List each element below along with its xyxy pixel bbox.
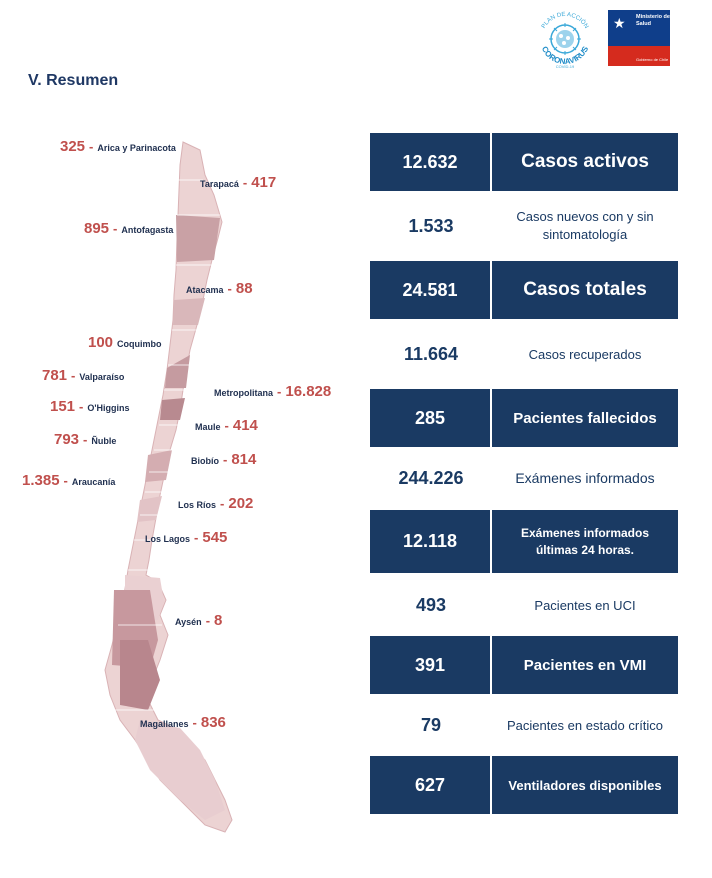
stat-casos-nuevos: 1.533 Casos nuevos con y sin sintomatolo… xyxy=(370,197,678,255)
region-ohiggins: 151- O'Higgins xyxy=(50,398,130,415)
stat-label: Casos totales xyxy=(492,261,678,319)
stat-pacientes-vmi: 391 Pacientes en VMI xyxy=(370,636,678,694)
stat-value: 79 xyxy=(420,714,442,735)
stat-label: Pacientes fallecidos xyxy=(492,389,678,447)
region-aysen: Aysén -8 xyxy=(175,612,223,629)
region-atacama: Atacama -88 xyxy=(186,280,253,297)
region-biobio: Biobío -814 xyxy=(191,451,257,468)
star-icon: ★ xyxy=(613,15,626,31)
stat-value: 1.533 xyxy=(408,215,454,236)
region-los-lagos: Los Lagos -545 xyxy=(145,529,228,546)
region-metropolitana: Metropolitana -16.828 xyxy=(214,383,332,400)
chile-map-shape xyxy=(104,141,233,833)
page-title: V. Resumen xyxy=(28,72,119,89)
stat-casos-totales: 24.581 Casos totales xyxy=(370,261,678,319)
stat-examenes-informados: 244.226 Exámenes informados xyxy=(370,450,678,506)
region-arica: 325- Arica y Parinacota xyxy=(60,138,176,155)
region-los-rios: Los Ríos -202 xyxy=(178,495,254,512)
region-maule: Maule -414 xyxy=(195,417,258,434)
stat-ventiladores-disponibles: 627 Ventiladores disponibles xyxy=(370,756,678,814)
stat-label: Exámenes informados últimas 24 horas. xyxy=(492,510,678,573)
stat-value: 24.581 xyxy=(370,261,490,319)
stat-value: 493 xyxy=(415,594,447,615)
stat-pacientes-fallecidos: 285 Pacientes fallecidos xyxy=(370,389,678,447)
region-coquimbo-shape xyxy=(165,355,190,388)
stat-label: Exámenes informados xyxy=(515,470,655,486)
chile-region-map: 325- Arica y Parinacota Tarapacá -417 895-… xyxy=(0,120,360,840)
stat-value: 11.664 xyxy=(403,343,459,364)
stat-label: Casos nuevos con y sin sintomatología xyxy=(516,209,654,242)
stat-label: Casos activos xyxy=(492,133,678,191)
svg-text:PLAN DE ACCIÓN: PLAN DE ACCIÓN xyxy=(541,12,589,30)
stat-label: Casos recuperados xyxy=(528,346,642,362)
stat-label: Pacientes en UCI xyxy=(534,597,636,613)
stat-value: 244.226 xyxy=(398,467,464,488)
region-antofagasta-shape xyxy=(176,215,220,262)
minsal-logo: ★ Ministerio de Salud Gobierno de Chile xyxy=(608,10,670,66)
stat-label: Pacientes en estado crítico xyxy=(506,717,664,733)
region-nuble: 793- Ñuble xyxy=(54,431,117,448)
region-magallanes: Magallanes -836 xyxy=(140,714,226,731)
logo-plan-sub-text: COVID-19 xyxy=(556,64,575,69)
stat-label: Pacientes en VMI xyxy=(492,636,678,694)
stat-value: 285 xyxy=(370,389,490,447)
region-metropolitana-shape xyxy=(160,398,185,420)
minsal-logo-text: Ministerio de Salud xyxy=(636,14,670,27)
region-araucania: 1.385- Araucanía xyxy=(22,472,116,489)
stat-value: 12.632 xyxy=(370,133,490,191)
stat-value: 627 xyxy=(370,756,490,814)
stat-value: 391 xyxy=(370,636,490,694)
region-valparaiso: 781- Valparaíso xyxy=(42,367,125,384)
logo-plan-top-text: PLAN DE ACCIÓN xyxy=(541,12,589,30)
stat-label: Ventiladores disponibles xyxy=(492,756,678,814)
region-tarapaca: Tarapacá -417 xyxy=(200,174,277,191)
region-coquimbo: 100 Coquimbo xyxy=(88,334,162,351)
region-magallanes-shape xyxy=(135,720,225,820)
stat-pacientes-criticos: 79 Pacientes en estado crítico xyxy=(370,697,678,753)
stat-examenes-24h: 12.118 Exámenes informados últimas 24 ho… xyxy=(370,510,678,573)
stat-casos-recuperados: 11.664 Casos recuperados xyxy=(370,325,678,383)
stat-casos-activos: 12.632 Casos activos xyxy=(370,133,678,191)
stat-value: 12.118 xyxy=(370,510,490,573)
region-antofagasta: 895- Antofagasta xyxy=(84,220,174,237)
stat-pacientes-uci: 493 Pacientes en UCI xyxy=(370,577,678,633)
minsal-logo-subtext: Gobierno de Chile xyxy=(636,57,669,62)
plan-coronavirus-logo: PLAN DE ACCIÓN CORONAVIRUS COVID-19 xyxy=(540,12,591,69)
